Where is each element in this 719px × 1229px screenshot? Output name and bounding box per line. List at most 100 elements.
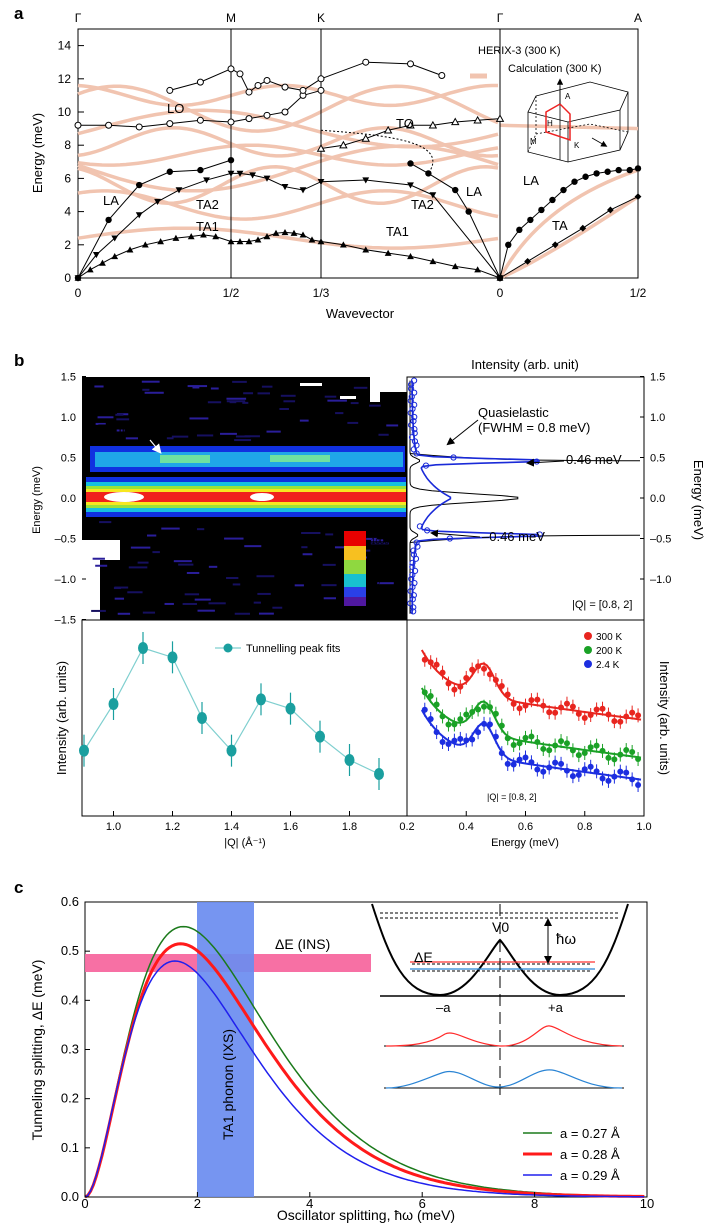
point-circle	[516, 226, 523, 234]
point-300 K	[540, 702, 547, 709]
speckle	[386, 424, 399, 427]
speckle	[272, 606, 283, 609]
point-open-triangle	[451, 117, 460, 126]
point-300 K	[563, 700, 570, 707]
speckle	[207, 401, 222, 404]
point-300 K	[439, 669, 446, 676]
colorbar-tick-100: 100	[371, 557, 385, 566]
speckle	[347, 421, 359, 424]
point-triangle	[308, 236, 316, 243]
y-tick-label: 6	[64, 171, 71, 185]
spectrum-point	[408, 422, 415, 429]
speckle	[166, 437, 174, 440]
panel-b-heatmap: 1000 100 10 1 Tunneling ΔE HYSPEC (2.4 K…	[31, 372, 407, 627]
c-y-tick: 0.5	[61, 943, 79, 958]
speckle	[244, 545, 262, 548]
point-open-circle	[263, 111, 271, 119]
q-point	[344, 754, 355, 766]
point-circle	[465, 208, 472, 215]
speckle	[294, 584, 304, 587]
y-tick-label: 4	[64, 205, 71, 219]
spectrum-point	[407, 409, 414, 417]
speckle	[116, 429, 125, 432]
spectrum-point	[446, 535, 453, 542]
plus046-arrow	[526, 458, 565, 467]
y-tick-label: 10	[58, 105, 72, 119]
point-300 K	[451, 686, 458, 693]
spectrum-point	[408, 393, 415, 400]
curve-a = 0.28 Å	[84, 942, 645, 1199]
speckle	[194, 598, 211, 601]
speckle	[324, 395, 337, 398]
energy-x-tick: 0.8	[577, 821, 592, 833]
point-200 K	[522, 734, 529, 741]
speckle	[322, 563, 336, 566]
point-200 K	[540, 745, 547, 752]
q-plot-marks	[79, 632, 384, 790]
point-circle	[560, 186, 567, 194]
point-300 K	[492, 677, 499, 684]
panel-a-ylabel: Energy (meV)	[30, 113, 45, 193]
speckle	[196, 434, 214, 437]
colorbar-tick-1000: 1000	[371, 537, 389, 546]
energy-q-range: |Q| = [0.8, 2]	[487, 792, 536, 802]
point-open-triangle	[495, 114, 505, 122]
point-300 K	[575, 710, 582, 717]
speckle	[283, 400, 296, 403]
spectrum-point	[410, 604, 417, 611]
point-200 K	[475, 706, 482, 713]
point-2.4 K	[558, 760, 565, 767]
point-open-circle	[407, 60, 414, 68]
energy-xlabel: Energy (meV)	[491, 837, 559, 849]
point-open-circle	[196, 78, 204, 86]
point-diamond	[607, 206, 614, 214]
point-open-circle	[254, 81, 262, 89]
point-triangle	[290, 229, 298, 236]
point-300 K	[623, 713, 630, 720]
branch-line-TA (Γ–A)	[499, 196, 639, 279]
panel-b-temperature: 0.2 0.4 0.6 0.8 1.0 Energy (meV) Intensity (…	[399, 619, 672, 849]
speckle	[232, 380, 247, 383]
spectrum-y-ticks: 1.5 1.0 0.5 0.0 –0.5 –1.0	[640, 372, 671, 586]
point-200 K	[445, 721, 452, 728]
point-open-circle	[317, 75, 325, 83]
heatmap-y-tick: –1.0	[55, 574, 76, 586]
bottom-tick: 1/2	[223, 286, 240, 300]
panel-c-legend: a = 0.27 Å a = 0.28 Å a = 0.29 Å	[523, 1126, 620, 1183]
speckle	[232, 583, 241, 586]
calc-curve	[77, 165, 499, 206]
point-300 K	[516, 705, 523, 712]
point-2.4 K	[492, 733, 499, 740]
point-open-circle	[105, 121, 113, 129]
speckle	[299, 419, 309, 422]
point-triangle-down	[362, 177, 370, 184]
mode-label-to: TO	[396, 116, 414, 131]
point-open-circle	[263, 76, 271, 84]
point-open-triangle	[316, 144, 326, 152]
speckle	[196, 528, 205, 531]
tunnel-band-hot2	[270, 455, 330, 462]
point-open-circle	[135, 123, 143, 131]
point-200 K	[635, 756, 642, 763]
speckle	[224, 537, 244, 540]
y-tick-label: 0	[64, 271, 71, 285]
point-triangle	[227, 238, 235, 245]
point-300 K	[581, 714, 588, 721]
mode-label-ta1-k: TA1	[386, 224, 409, 239]
point-200 K	[481, 703, 488, 710]
speckle	[125, 437, 139, 440]
wavefn-red	[385, 1025, 623, 1047]
point-triangle	[236, 238, 244, 245]
spectrum-point	[424, 527, 431, 534]
spectrum-point	[410, 547, 417, 554]
point-2.4 K	[469, 736, 476, 743]
spectrum-point	[411, 426, 418, 433]
point-circle	[105, 216, 112, 224]
speckle-white	[300, 383, 322, 386]
point-200 K	[599, 747, 606, 754]
point-2.4 K	[486, 721, 493, 728]
q-x-tick: 1.4	[224, 821, 239, 833]
q-x-tick: 1.2	[165, 821, 180, 833]
calc-curve	[77, 143, 499, 167]
